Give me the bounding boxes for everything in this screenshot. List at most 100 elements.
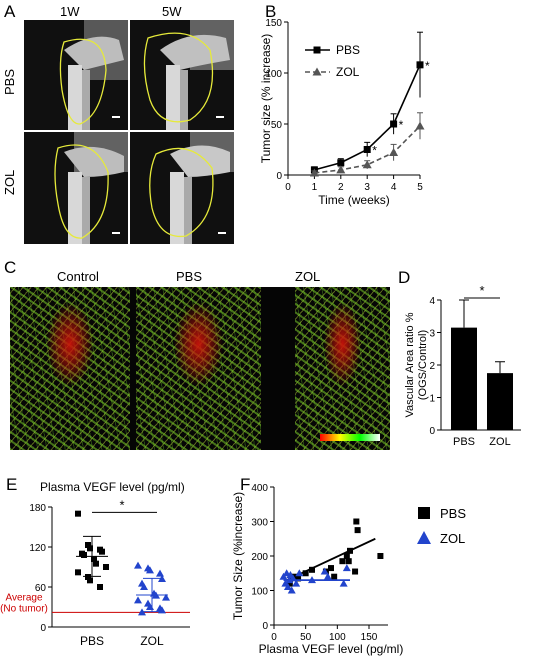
- y-tick-label: 1: [429, 394, 435, 405]
- panel-label-e: E: [6, 475, 18, 494]
- data-point-zol: [134, 596, 142, 604]
- data-point-pbs: [99, 548, 105, 555]
- x-tick-label: 150: [361, 632, 378, 643]
- data-point-zol: [342, 564, 351, 572]
- col-label-1w: 1W: [60, 4, 80, 19]
- data-point-zol: [415, 121, 425, 130]
- data-point-zol: [309, 168, 319, 177]
- data-point-pbs: [354, 527, 361, 534]
- legend-marker-pbs: [418, 507, 430, 519]
- microct-panel: [10, 287, 390, 450]
- data-point-pbs: [377, 553, 384, 559]
- data-point-pbs: [85, 542, 91, 548]
- x-tick-label: 3: [364, 182, 370, 193]
- significance-marker: *: [399, 118, 404, 132]
- y-tick-label: 180: [29, 503, 46, 514]
- x-tick-label: 1: [312, 182, 318, 193]
- data-point-pbs: [91, 556, 97, 562]
- data-point-pbs: [75, 569, 81, 576]
- panel-label-a: A: [4, 2, 16, 21]
- panel-label-b: B: [265, 2, 277, 21]
- data-point-pbs: [103, 564, 109, 570]
- x-tick-label: 50: [300, 632, 312, 643]
- col-label-5w: 5W: [162, 4, 182, 19]
- x-tick-label: PBS: [80, 634, 104, 648]
- x-axis-label: Plasma VEGF level (pg/ml): [259, 642, 404, 656]
- y-tick-label: 150: [265, 18, 282, 29]
- x-tick-label: 0: [285, 182, 291, 193]
- y-tick-label: 60: [35, 583, 47, 594]
- data-point-pbs: [345, 558, 352, 565]
- reference-label: Average (No tumor): [0, 592, 48, 614]
- y-tick-label: 0: [429, 426, 435, 437]
- x-tick-label: 0: [271, 632, 277, 643]
- xray-zol-1w: [24, 132, 128, 244]
- label-zol: ZOL: [295, 269, 321, 284]
- data-point-zol: [140, 583, 148, 590]
- bar-zol: [487, 373, 513, 430]
- data-point-pbs: [302, 570, 309, 577]
- y-tick-label: 300: [251, 518, 268, 529]
- data-point-pbs: [81, 552, 87, 558]
- chart-b: 0 50 100 150 0 1 2 3 4 5 Time (weeks) Tumor size (%…: [260, 18, 430, 207]
- y-axis-label: Tumor size (% increase): [260, 34, 273, 164]
- y-tick-label: 100: [265, 69, 282, 80]
- data-point-zol: [158, 575, 166, 582]
- xray-pbs-1w: [24, 20, 128, 130]
- data-point-pbs: [286, 580, 293, 587]
- significance-marker: *: [425, 59, 430, 73]
- color-scale-bar: [320, 434, 380, 441]
- y-tick-label: 120: [29, 543, 46, 554]
- data-point-pbs: [97, 584, 103, 590]
- y-tick-label: 50: [271, 120, 283, 131]
- data-point-zol: [389, 148, 399, 157]
- x-tick-label: ZOL: [140, 634, 164, 648]
- data-point-pbs: [353, 518, 360, 525]
- data-point-pbs: [416, 61, 424, 69]
- x-tick-label: 4: [391, 182, 397, 193]
- data-point-zol: [287, 586, 296, 594]
- label-control: Control: [57, 269, 99, 284]
- data-point-zol: [362, 160, 372, 169]
- row-label-zol: ZOL: [2, 169, 17, 195]
- row-label-pbs: PBS: [2, 68, 17, 95]
- data-point-zol: [339, 579, 348, 587]
- data-point-pbs: [390, 120, 398, 128]
- y-tick-label: 400: [251, 483, 268, 494]
- xray-zol-5w: [130, 132, 234, 244]
- data-point-pbs: [87, 545, 93, 552]
- significance-marker: *: [119, 497, 124, 512]
- data-point-pbs: [352, 568, 359, 575]
- panel-label-f: F: [240, 475, 251, 494]
- data-point-zol: [134, 561, 142, 569]
- significance-marker: *: [372, 144, 377, 158]
- data-point-zol: [295, 569, 304, 577]
- y-tick-label: 0: [40, 623, 46, 634]
- data-point-pbs: [343, 553, 350, 559]
- data-point-zol: [336, 165, 346, 174]
- legend-label-pbs: PBS: [440, 506, 466, 521]
- legend-label-zol: ZOL: [440, 531, 465, 546]
- data-point-pbs: [87, 577, 93, 584]
- y-tick-label: 100: [251, 587, 268, 598]
- data-point-zol: [162, 593, 170, 601]
- chart-e: Plasma VEGF level (pg/ml) 0 60 120 180 Averag…: [0, 480, 190, 648]
- data-point-pbs: [339, 558, 346, 565]
- data-point-pbs: [75, 510, 81, 517]
- legend-marker-pbs: [313, 46, 321, 54]
- data-point-pbs: [337, 159, 345, 167]
- data-point-pbs: [93, 560, 99, 567]
- data-point-pbs: [85, 574, 91, 580]
- y-tick-label: 4: [429, 296, 435, 307]
- y-tick-label: 3: [429, 329, 435, 340]
- data-point-pbs: [295, 575, 302, 582]
- y-tick-label: 0: [262, 621, 268, 632]
- y-tick-label: 2: [429, 361, 435, 372]
- y-axis-label: Tumor Size (%increase): [231, 492, 245, 620]
- data-point-zol: [283, 583, 292, 591]
- microct-pbs: [136, 287, 261, 450]
- x-tick-label: 100: [329, 632, 346, 643]
- panel-label-d: D: [398, 268, 411, 287]
